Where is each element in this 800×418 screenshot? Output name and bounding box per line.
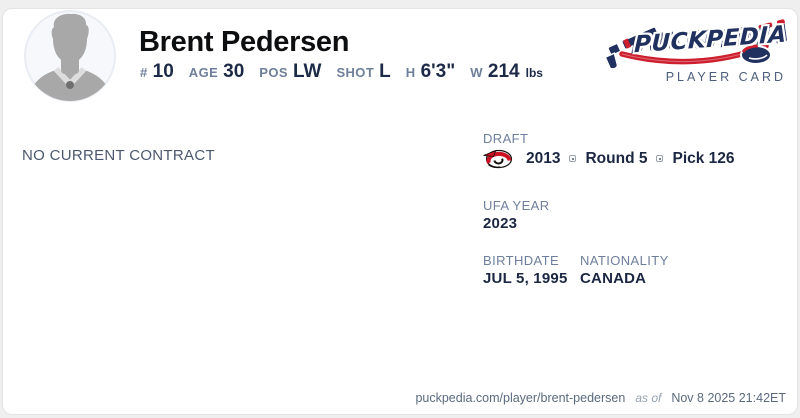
draft-section-label: DRAFT	[483, 131, 529, 146]
avatar-silhouette-icon	[24, 10, 116, 102]
draft-year: 2013	[526, 149, 561, 167]
stat-unit: lbs	[525, 66, 543, 80]
draft-info-row: 2013 Round 5 Pick 126	[483, 148, 735, 169]
stat-position: POS LW	[259, 61, 321, 83]
ufa-year-label: UFA YEAR	[483, 198, 550, 213]
draft-round: Round 5	[585, 149, 648, 167]
stat-value: 10	[152, 61, 174, 82]
stat-label: POS	[259, 65, 288, 80]
player-card-tagline: PLAYER CARD	[665, 70, 786, 84]
stat-shot: SHOT L	[336, 61, 390, 83]
player-stats-row: # 10 AGE 30 POS LW SHOT L H 6'3" W 214 l…	[140, 61, 543, 83]
puckpedia-logo[interactable]: PuckPedia PLAYER CARD	[600, 10, 790, 88]
stat-height: H 6'3"	[406, 61, 455, 83]
stat-label: SHOT	[336, 65, 375, 80]
snapshot-timestamp: Nov 8 2025 21:42ET	[671, 391, 786, 405]
stat-label: AGE	[188, 65, 219, 80]
stat-age: AGE 30	[189, 61, 245, 83]
puckpedia-logo-art-icon	[604, 18, 787, 68]
carolina-hurricanes-logo-icon[interactable]	[483, 148, 513, 169]
stat-value: LW	[292, 61, 322, 82]
stat-number: # 10	[140, 61, 174, 83]
stat-value: L	[379, 61, 391, 82]
birthdate-label: BIRTHDATE	[483, 253, 560, 268]
stat-value: 6'3"	[420, 61, 456, 82]
stat-label: W	[470, 65, 483, 80]
footer-attribution: puckpedia.com/player/brent-pedersen as o…	[415, 391, 786, 405]
separator-icon	[569, 155, 577, 162]
player-avatar	[24, 10, 116, 102]
ufa-year-value: 2023	[483, 215, 518, 232]
player-page-url[interactable]: puckpedia.com/player/brent-pedersen	[415, 391, 626, 405]
separator-icon	[656, 155, 664, 162]
stat-value: 30	[223, 61, 245, 82]
nationality-value: CANADA	[580, 270, 647, 287]
page-title-player-name: Brent Pedersen	[139, 26, 350, 58]
stat-weight: W 214 lbs	[470, 61, 543, 83]
nationality-label: NATIONALITY	[580, 253, 669, 268]
as-of-label: as of	[635, 391, 662, 405]
stat-label: #	[140, 65, 148, 80]
stat-value: 214	[487, 61, 520, 82]
contract-status: NO CURRENT CONTRACT	[22, 147, 215, 164]
birthdate-value: JUL 5, 1995	[483, 270, 568, 287]
draft-pick: Pick 126	[672, 149, 735, 167]
stat-label: H	[405, 65, 416, 80]
card-background	[2, 8, 798, 415]
